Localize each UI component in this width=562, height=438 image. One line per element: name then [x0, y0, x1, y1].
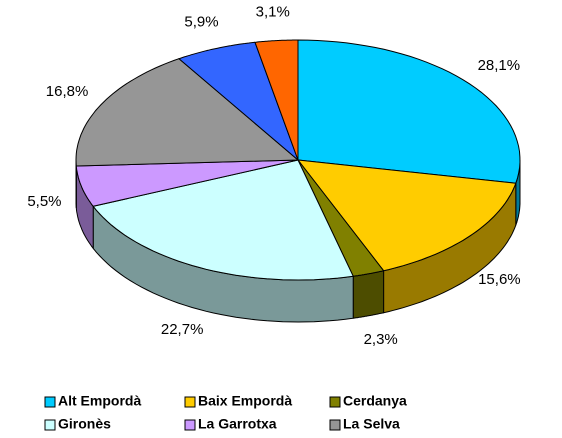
legend-swatch: [329, 396, 341, 408]
data-label: 5,5%: [27, 193, 61, 210]
slice: [92, 159, 354, 281]
slice: [75, 159, 299, 207]
legend-label: Alt Empordà: [58, 393, 141, 409]
legend-swatch: [184, 419, 196, 431]
legend-label: Baix Empordà: [198, 393, 292, 409]
data-label: 2,3%: [364, 331, 398, 348]
legend-label: La Garrotxa: [198, 416, 277, 432]
data-label: 15,6%: [478, 271, 521, 288]
legend-swatch: [44, 396, 56, 408]
slice: [297, 39, 521, 184]
data-label: 28,1%: [478, 57, 521, 74]
data-label: 16,8%: [46, 83, 89, 100]
slice-side: [352, 270, 385, 319]
slice: [297, 159, 385, 277]
slice: [75, 58, 300, 167]
legend-label: Cerdanya: [343, 393, 407, 409]
slice: [296, 159, 517, 272]
legend-swatch: [44, 419, 56, 431]
data-label: 22,7%: [161, 321, 204, 338]
data-label: 5,9%: [184, 14, 218, 31]
data-label: 3,1%: [256, 4, 290, 21]
legend-swatch: [184, 396, 196, 408]
legend-swatch: [329, 419, 341, 431]
legend-label: La Selva: [343, 416, 400, 432]
slice: [178, 41, 300, 162]
legend-label: Gironès: [58, 416, 111, 432]
slice: [254, 39, 299, 161]
